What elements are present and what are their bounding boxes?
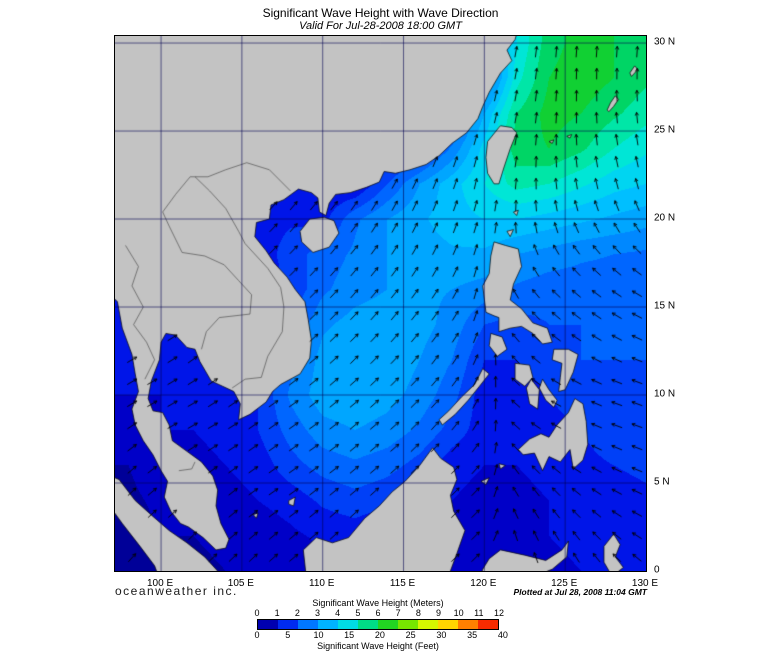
lon-tick-label: 130 E	[631, 578, 659, 589]
legend-color-segment	[458, 620, 478, 629]
legend-color-segment	[378, 620, 398, 629]
chart-title: Significant Wave Height with Wave Direct…	[262, 6, 499, 20]
legend-meters-tick: 12	[493, 608, 505, 618]
legend-feet-tick: 15	[344, 630, 355, 640]
lat-tick-label: 30 N	[654, 36, 676, 48]
legend-color-segment	[478, 620, 498, 629]
legend-meters-tick: 4	[335, 608, 341, 618]
lat-tick-label: 20 N	[654, 212, 676, 224]
legend-feet-label: Significant Wave Height (Feet)	[317, 641, 439, 651]
lon-tick-label: 125 E	[551, 578, 578, 589]
legend-meters-tick: 10	[453, 608, 464, 618]
legend-color-segment	[278, 620, 298, 629]
legend-feet-tick: 20	[374, 630, 385, 640]
legend-meters-tick: 6	[375, 608, 381, 618]
legend-meters-tick: 1	[274, 608, 280, 618]
legend-color-segment	[398, 620, 418, 629]
legend-colorbar	[257, 619, 499, 630]
legend-meters-tick: 11	[474, 608, 484, 618]
legend-color-segment	[258, 620, 278, 629]
legend-meters-ticks: 0 1 2 3 4 5 6 7 8 9 10 11 12	[254, 608, 504, 619]
lat-tick-label: 15 N	[654, 300, 676, 312]
map-area: 30 N 25 N 20 N 15 N 10 N 5 N 0 100 E 105 E 110 E…	[114, 35, 675, 589]
lat-tick-label: 10 N	[654, 388, 676, 400]
legend-feet-tick: 0	[254, 630, 260, 640]
legend-color-segment	[438, 620, 458, 629]
chart-subtitle: Valid For Jul-28-2008 18:00 GMT	[299, 20, 462, 32]
legend-meters-tick: 3	[314, 608, 321, 618]
legend-meters-tick: 5	[355, 608, 361, 618]
legend-feet-tick: 10	[313, 630, 324, 640]
lon-tick-label: 105 E	[227, 578, 254, 589]
legend-meters-tick: 0	[254, 608, 260, 618]
lon-tick-label: 100 E	[146, 578, 174, 589]
legend-feet-tick: 35	[467, 630, 478, 640]
legend-feet-tick: 25	[405, 630, 416, 640]
legend-color-segment	[338, 620, 358, 629]
lat-tick-label: 25 N	[654, 124, 676, 136]
legend-meters-label: Significant Wave Height (Meters)	[312, 598, 444, 608]
lon-tick-label: 120 E	[470, 578, 497, 589]
legend-feet-ticks: 0 5 10 15 20 25 30 35 40	[254, 630, 507, 641]
lon-tick-label: 115 E	[389, 578, 416, 589]
legend-color-segment	[358, 620, 378, 629]
plotted-timestamp: Plotted at Jul 28, 2008 11:04 GMT	[513, 587, 647, 597]
lat-tick-label: 5 N	[654, 476, 670, 488]
legend-color-segment	[418, 620, 438, 629]
oceanweather-logo-text: oceanweather inc.	[115, 584, 238, 598]
legend-feet-tick: 40	[497, 630, 508, 640]
wave-map-canvas	[114, 35, 647, 572]
legend-meters-tick: 9	[435, 608, 442, 618]
legend-meters-tick: 8	[415, 608, 421, 618]
lat-tick-label: 0	[654, 564, 660, 576]
legend-color-segment	[318, 620, 338, 629]
legend-meters-tick: 2	[294, 608, 300, 618]
legend-feet-tick: 5	[285, 630, 291, 640]
legend-color-segment	[298, 620, 318, 629]
legend-meters-tick: 7	[395, 608, 401, 618]
lon-tick-label: 110 E	[309, 578, 335, 589]
legend-feet-tick: 30	[436, 630, 447, 640]
